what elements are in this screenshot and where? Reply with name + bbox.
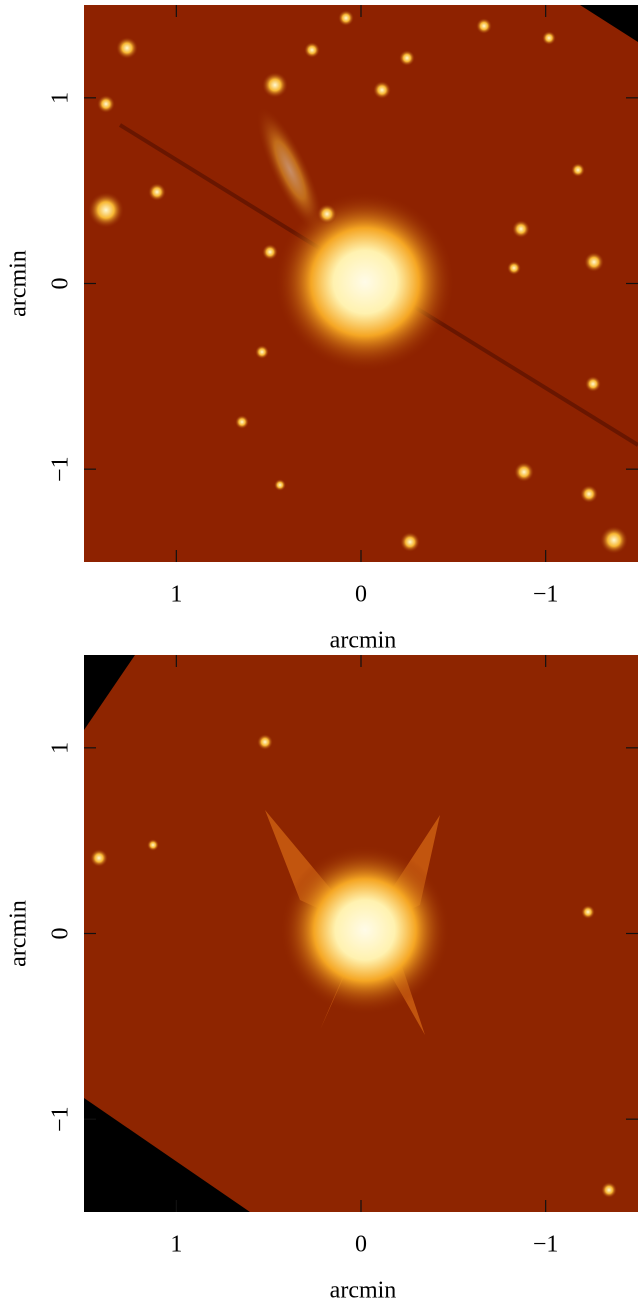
x-tick-label: −1 xyxy=(533,1232,559,1258)
y-tick-label: −1 xyxy=(48,1106,74,1132)
y-axis-label: arcmin xyxy=(6,250,32,317)
x-tick-label: 1 xyxy=(170,1232,182,1258)
x-axis-label: arcmin xyxy=(330,1278,397,1304)
y-tick-label: 0 xyxy=(48,278,74,290)
x-axis-label: arcmin xyxy=(330,628,397,654)
y-tick-label: −1 xyxy=(48,456,74,482)
y-tick-label: 0 xyxy=(48,928,74,940)
x-tick-label: −1 xyxy=(533,582,559,608)
sky-image xyxy=(84,655,638,1212)
y-tick-label: 1 xyxy=(48,92,74,104)
x-tick-label: 0 xyxy=(355,582,367,608)
x-tick-label: 1 xyxy=(170,582,182,608)
x-tick-label: 0 xyxy=(355,1232,367,1258)
sky-image xyxy=(84,5,638,562)
y-tick-label: 1 xyxy=(48,742,74,754)
y-axis-label: arcmin xyxy=(6,900,32,967)
